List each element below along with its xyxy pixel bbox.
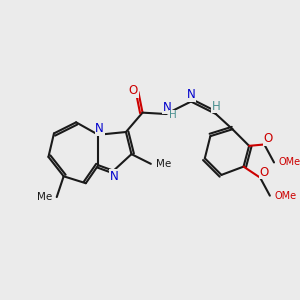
Text: N: N xyxy=(110,170,118,183)
Text: N: N xyxy=(187,88,196,101)
Text: OMe: OMe xyxy=(275,191,297,201)
Text: N: N xyxy=(95,122,104,135)
Text: OMe: OMe xyxy=(279,158,300,167)
Text: O: O xyxy=(260,166,269,178)
Text: H: H xyxy=(169,110,177,120)
Text: O: O xyxy=(129,84,138,97)
Text: H: H xyxy=(212,100,221,113)
Text: Me: Me xyxy=(156,159,171,169)
Text: O: O xyxy=(264,132,273,146)
Text: N: N xyxy=(163,100,171,114)
Text: Me: Me xyxy=(37,192,52,202)
